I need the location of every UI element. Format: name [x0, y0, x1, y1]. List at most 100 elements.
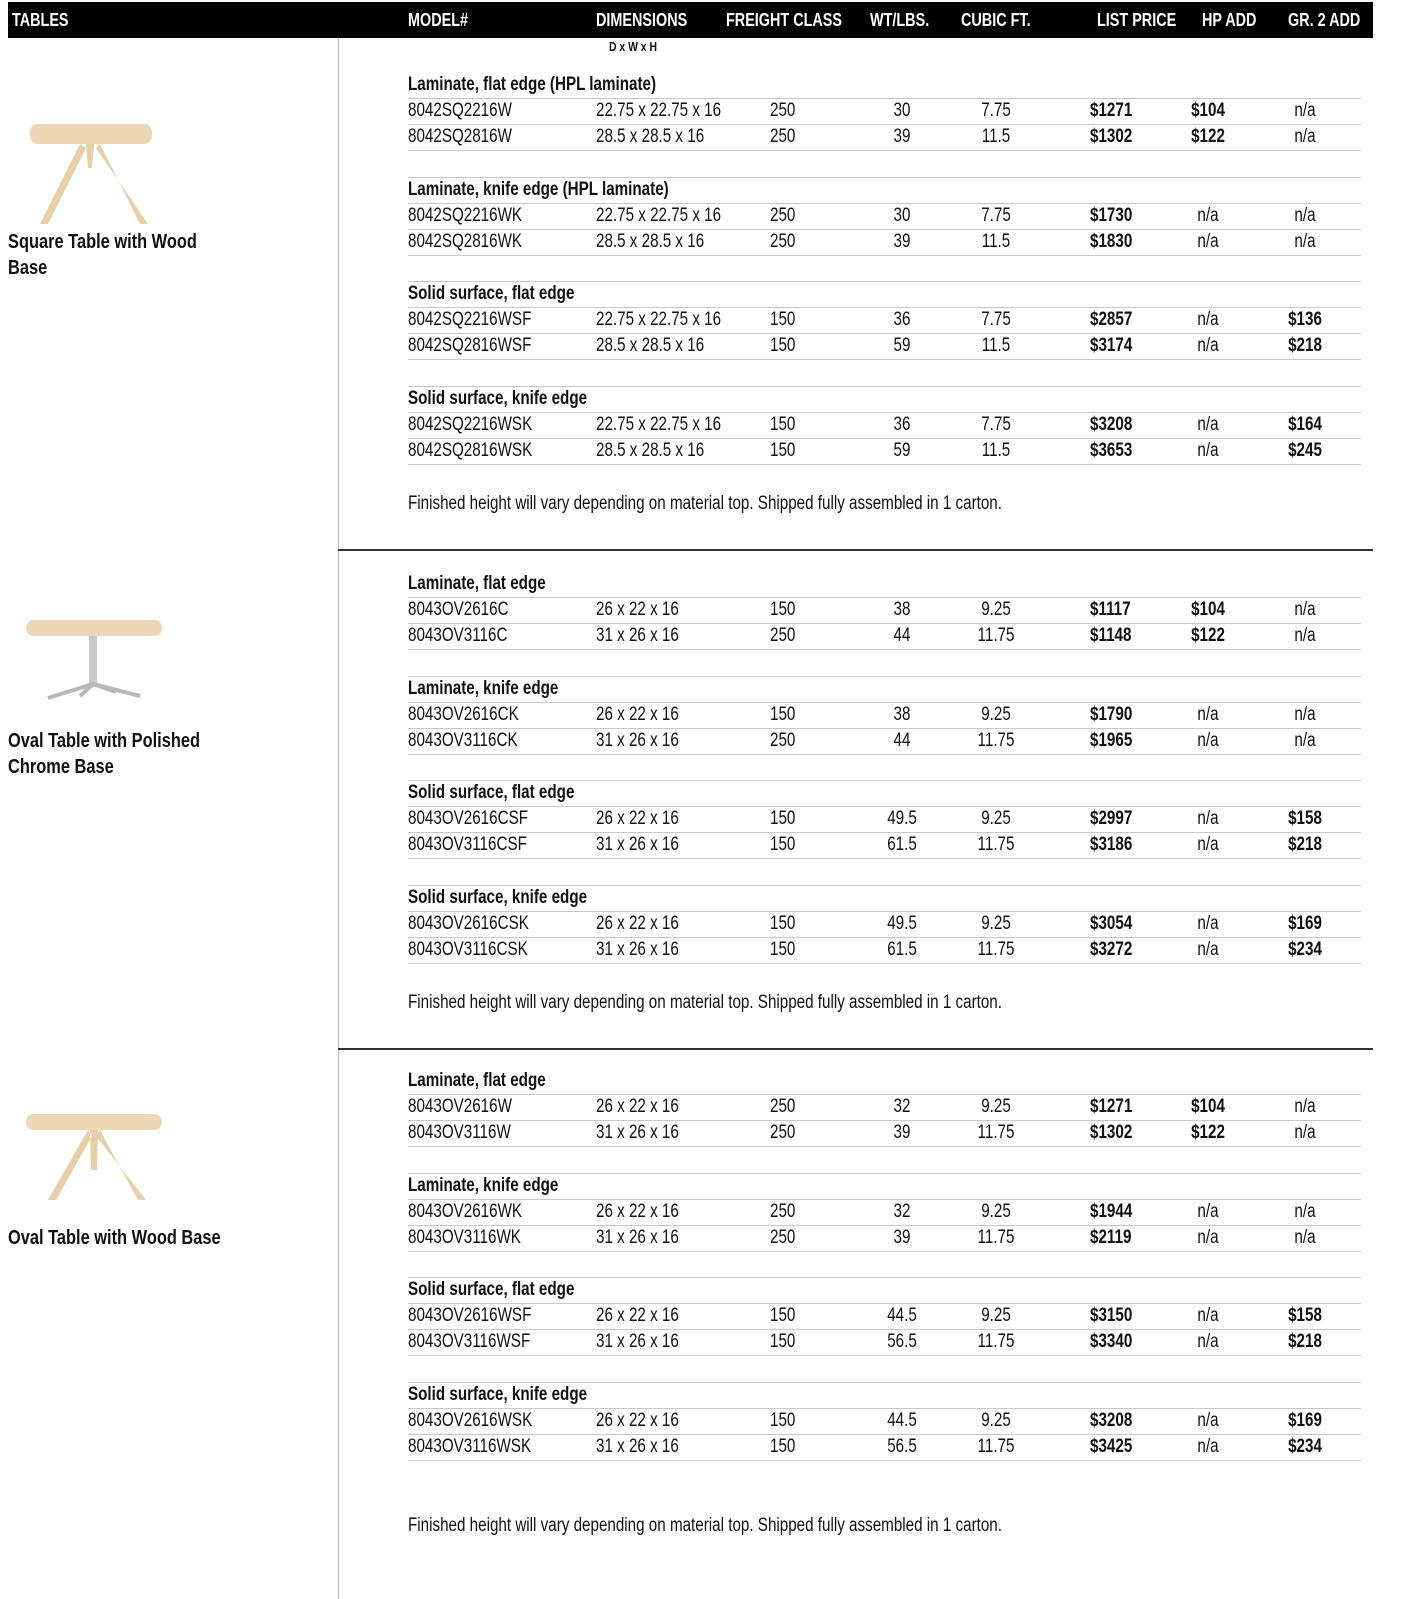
- table-cell: $3054: [1090, 912, 1133, 934]
- row-rule: [408, 1355, 1361, 1356]
- table-cell: 9.25: [981, 1200, 1011, 1222]
- group-title: Solid surface, knife edge: [408, 886, 588, 908]
- table-cell: $3272: [1090, 938, 1133, 960]
- table-cell: 150: [770, 1409, 796, 1431]
- row-rule: [408, 597, 1361, 598]
- row-rule: [408, 98, 1361, 99]
- table-cell: $1148: [1090, 625, 1132, 646]
- group-title: Solid surface, flat edge: [408, 782, 575, 803]
- table-cell: $3174: [1090, 335, 1133, 356]
- row-rule: [408, 753, 1361, 755]
- table-cell: $122: [1191, 625, 1225, 646]
- table-cell: 250: [770, 1122, 796, 1143]
- table-cell: 11.75: [977, 1122, 1015, 1143]
- row-rule: [408, 254, 1361, 256]
- row-rule: [408, 806, 1361, 807]
- row-rule: [408, 228, 1361, 230]
- table-cell: 56.5: [887, 1331, 917, 1352]
- table-cell: 250: [770, 204, 796, 226]
- group-title: Laminate, knife edge: [408, 1174, 559, 1196]
- table-cell: 8043OV2616CK: [408, 703, 519, 725]
- table-cell: n/a: [1197, 1331, 1219, 1352]
- table-cell: $1271: [1090, 100, 1133, 121]
- row-rule: [408, 124, 1361, 125]
- table-cell: n/a: [1197, 309, 1219, 330]
- table-cell: n/a: [1197, 335, 1219, 356]
- table-cell: 32: [893, 1200, 911, 1222]
- table-cell: 11.5: [981, 126, 1011, 147]
- table-cell: 150: [770, 808, 796, 829]
- table-cell: 11.5: [981, 439, 1011, 461]
- table-cell: n/a: [1197, 703, 1219, 725]
- row-rule: [408, 1433, 1361, 1435]
- table-cell: $3653: [1090, 439, 1133, 461]
- table-cell: 8043OV3116WK: [408, 1226, 521, 1248]
- table-cell: $234: [1288, 938, 1322, 960]
- table-cell: $1944: [1090, 1200, 1133, 1222]
- table-cell: $169: [1288, 912, 1322, 934]
- table-cell: 31 x 26 x 16: [596, 1122, 679, 1143]
- table-cell: 150: [770, 1305, 796, 1326]
- row-rule: [408, 1146, 1361, 1147]
- table-cell: 150: [770, 703, 796, 725]
- row-rule: [408, 463, 1361, 465]
- table-cell: 150: [770, 599, 796, 620]
- row-rule: [408, 962, 1361, 964]
- table-cell: $1965: [1090, 729, 1133, 751]
- row-rule: [408, 675, 1361, 677]
- table-cell: 7.75: [981, 100, 1011, 121]
- table-cell: n/a: [1294, 100, 1316, 121]
- table-cell: 31 x 26 x 16: [596, 1226, 679, 1248]
- table-cell: n/a: [1294, 703, 1316, 725]
- table-cell: 26 x 22 x 16: [596, 703, 679, 725]
- product-image: [26, 620, 162, 700]
- table-cell: 30: [893, 204, 911, 226]
- table-cell: n/a: [1197, 1305, 1219, 1326]
- table-cell: 56.5: [887, 1435, 917, 1457]
- table-cell: n/a: [1294, 1122, 1316, 1143]
- table-cell: 26 x 22 x 16: [596, 599, 679, 620]
- table-cell: 9.25: [981, 1305, 1011, 1326]
- table-cell: n/a: [1197, 938, 1219, 960]
- table-cell: 250: [770, 1200, 796, 1222]
- table-cell: n/a: [1197, 729, 1219, 751]
- table-cell: 26 x 22 x 16: [596, 1200, 679, 1222]
- header-cell: FREIGHT CLASS: [726, 10, 843, 30]
- table-cell: 26 x 22 x 16: [596, 1409, 679, 1431]
- group-title: Laminate, knife edge (HPL laminate): [408, 178, 669, 200]
- group-title: Solid surface, knife edge: [408, 387, 588, 409]
- group-title: Solid surface, flat edge: [408, 1279, 575, 1300]
- row-rule: [408, 1094, 1361, 1095]
- row-rule: [408, 832, 1361, 833]
- table-cell: $218: [1288, 834, 1322, 855]
- table-cell: $3186: [1090, 834, 1133, 855]
- header-cell: MODEL#: [408, 10, 469, 30]
- table-cell: $1730: [1090, 204, 1133, 226]
- table-cell: 39: [893, 126, 911, 147]
- section-divider: [338, 549, 1373, 551]
- table-cell: 9.25: [981, 912, 1011, 934]
- table-cell: 59: [893, 335, 911, 356]
- table-cell: 8043OV3116CSK: [408, 938, 528, 960]
- table-cell: 26 x 22 x 16: [596, 1096, 679, 1117]
- table-cell: 31 x 26 x 16: [596, 938, 679, 960]
- row-rule: [408, 1459, 1361, 1461]
- row-rule: [408, 411, 1361, 413]
- table-cell: 30: [893, 100, 911, 121]
- row-rule: [408, 884, 1361, 886]
- table-cell: 39: [893, 1122, 911, 1143]
- header-cell: TABLES: [12, 10, 69, 30]
- table-cell: n/a: [1197, 834, 1219, 855]
- row-rule: [408, 701, 1361, 703]
- table-cell: n/a: [1197, 912, 1219, 934]
- table-cell: 7.75: [981, 309, 1011, 330]
- table-cell: n/a: [1197, 439, 1219, 461]
- table-cell: 28.5 x 28.5 x 16: [596, 230, 705, 252]
- table-cell: $2997: [1090, 808, 1133, 829]
- table-cell: $104: [1191, 100, 1225, 121]
- table-cell: n/a: [1197, 808, 1219, 829]
- row-rule: [408, 437, 1361, 439]
- table-cell: 11.75: [977, 938, 1015, 960]
- table-cell: 39: [893, 1226, 911, 1248]
